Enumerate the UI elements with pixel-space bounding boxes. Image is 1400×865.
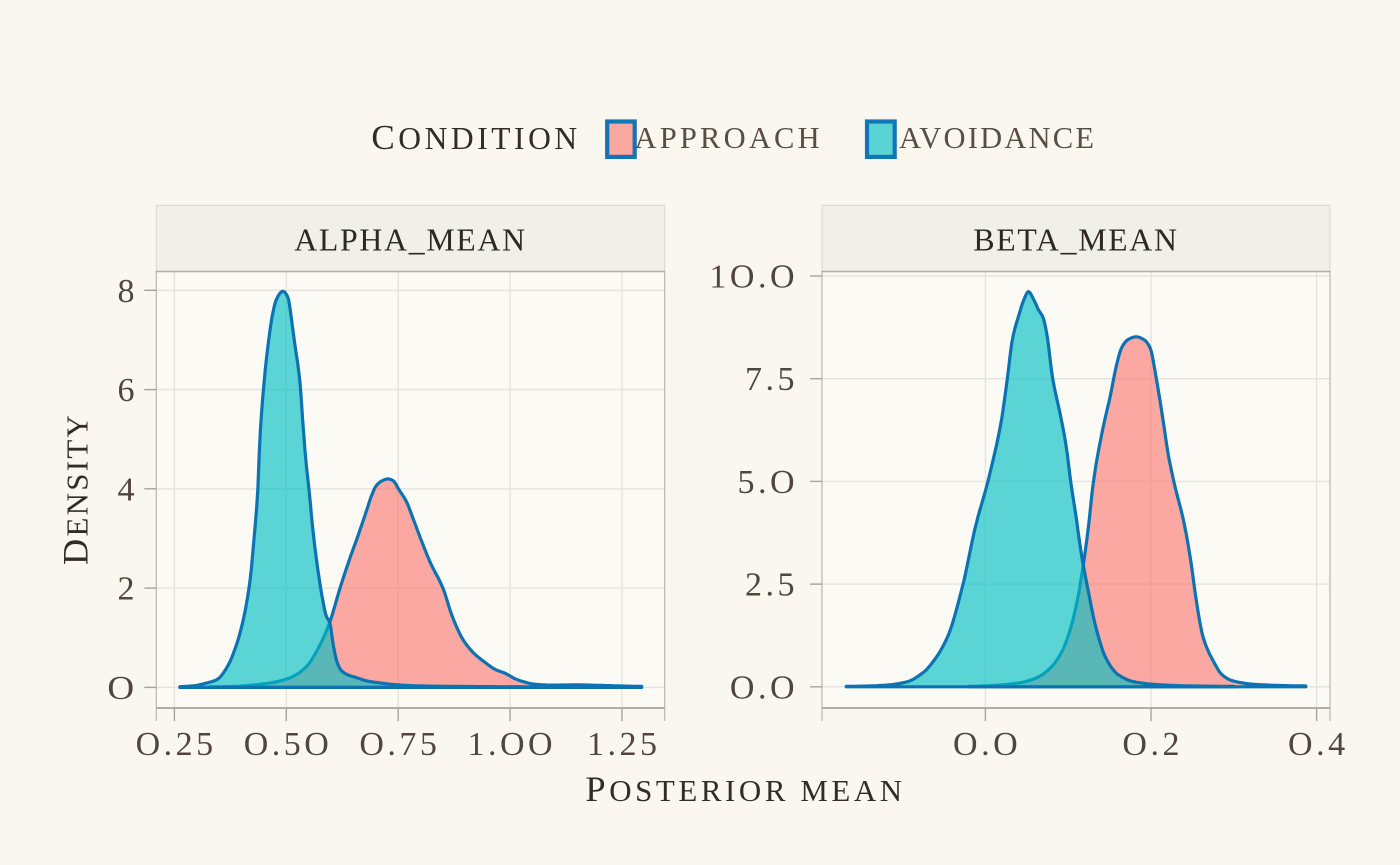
svg-text:DENSITY: DENSITY	[56, 413, 96, 565]
svg-text:O.4: O.4	[1288, 726, 1349, 763]
svg-text:APPROACH: APPROACH	[635, 121, 823, 155]
svg-text:1O.O: 1O.O	[709, 259, 798, 296]
svg-text:POSTERIOR MEAN: POSTERIOR MEAN	[585, 769, 905, 809]
svg-text:O.25: O.25	[136, 726, 217, 763]
svg-text:AVOIDANCE: AVOIDANCE	[899, 121, 1096, 155]
svg-text:ALPHA_MEAN: ALPHA_MEAN	[294, 223, 527, 258]
svg-text:O.75: O.75	[359, 726, 440, 763]
svg-text:4: 4	[118, 471, 139, 508]
svg-text:7.5: 7.5	[745, 361, 798, 398]
svg-text:1.25: 1.25	[587, 726, 661, 763]
svg-text:8: 8	[118, 273, 139, 310]
svg-text:6: 6	[118, 372, 139, 409]
svg-text:O: O	[107, 670, 138, 707]
svg-text:O.O: O.O	[953, 726, 1021, 763]
svg-text:2: 2	[118, 571, 139, 608]
svg-text:CONDITION: CONDITION	[371, 118, 580, 157]
svg-text:5.O: 5.O	[737, 464, 798, 501]
svg-text:O.O: O.O	[730, 669, 798, 706]
svg-text:2.5: 2.5	[745, 567, 798, 604]
svg-text:1.OO: 1.OO	[467, 726, 556, 763]
svg-text:O.5O: O.5O	[244, 726, 333, 763]
svg-text:BETA_MEAN: BETA_MEAN	[973, 223, 1178, 258]
svg-text:O.2: O.2	[1122, 726, 1183, 763]
